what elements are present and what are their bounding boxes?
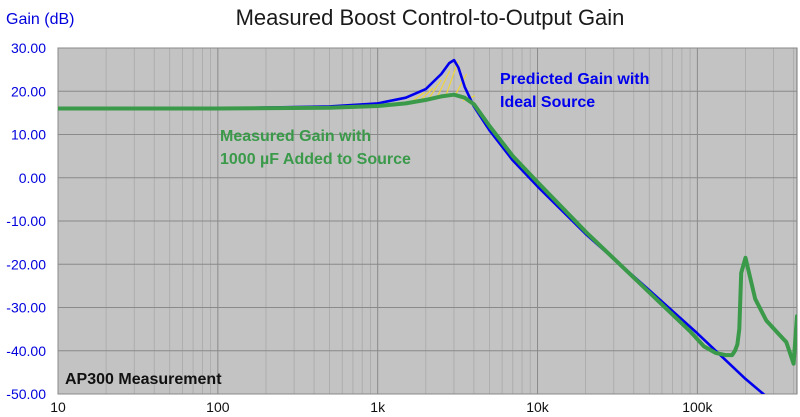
x-tick-label: 10 xyxy=(50,399,66,415)
x-tick-label: 100k xyxy=(682,399,713,415)
hatch-line xyxy=(412,91,425,102)
footer-label: AP300 Measurement xyxy=(65,371,222,388)
y-axis-label: Gain (dB) xyxy=(6,11,74,28)
hatch-line xyxy=(437,70,451,97)
y-tick-label: -30.00 xyxy=(6,300,46,316)
x-tick-label: 100 xyxy=(206,399,230,415)
annotation-measured-line2: 1000 µF Added to Source xyxy=(220,151,411,168)
y-tick-label: 20.00 xyxy=(11,83,46,99)
annotation-measured-line1: Measured Gain with xyxy=(220,128,371,145)
y-tick-label: -50.00 xyxy=(6,386,46,402)
x-tick-label: 10k xyxy=(526,399,550,415)
chart-title: Measured Boost Control-to-Output Gain xyxy=(236,5,625,30)
y-tick-label: -10.00 xyxy=(6,213,46,229)
x-tick-labels: 10 100 1k 10k 100k xyxy=(50,399,713,415)
y-tick-label: 0.00 xyxy=(19,170,46,186)
annotation-predicted-line2: Ideal Source xyxy=(500,94,595,111)
y-tick-labels: 30.00 20.00 10.00 0.00 -10.00 -20.00 -30.00 -40… xyxy=(6,40,46,402)
hatch-line xyxy=(445,61,459,96)
y-tick-label: -40.00 xyxy=(6,343,46,359)
grid-lines xyxy=(57,47,797,395)
series-line-measured xyxy=(58,92,797,366)
y-tick-label: 30.00 xyxy=(11,40,46,56)
series-lines xyxy=(58,58,797,394)
y-tick-label: -20.00 xyxy=(6,256,46,272)
hatch-line xyxy=(428,79,442,99)
x-tick-label: 1k xyxy=(370,399,386,415)
hatch-line xyxy=(420,87,434,101)
hatch-line xyxy=(453,73,468,97)
annotation-predicted-line1: Predicted Gain with xyxy=(500,71,649,88)
y-tick-label: 10.00 xyxy=(11,127,46,143)
